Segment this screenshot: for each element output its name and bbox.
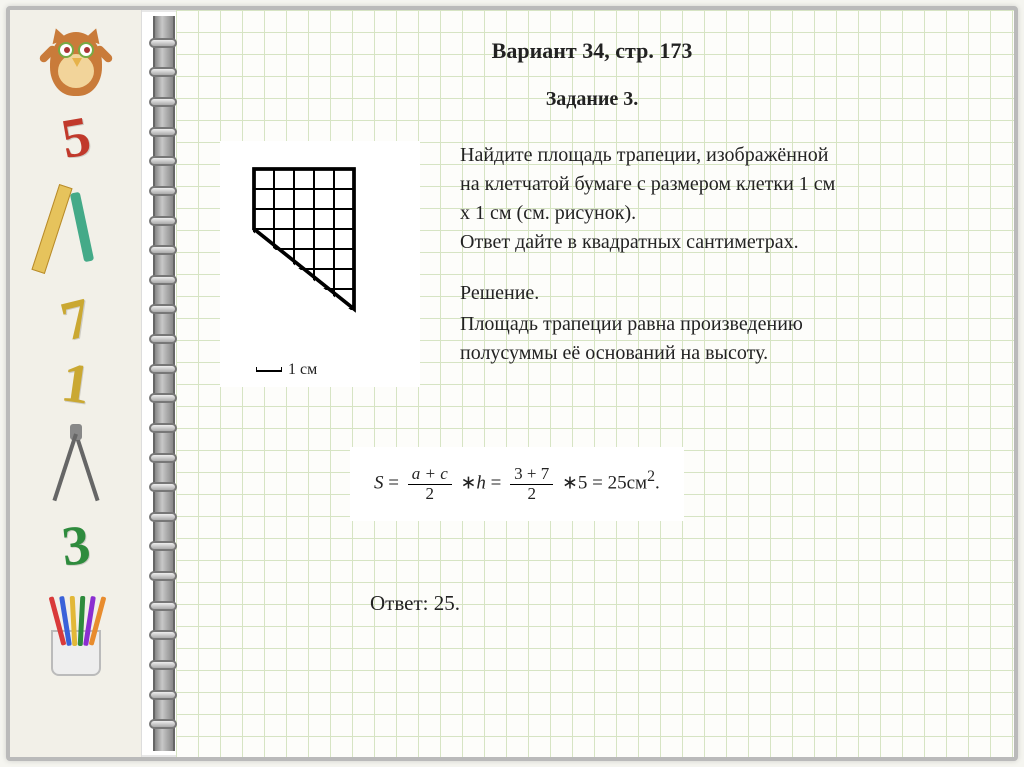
text-column: Найдите площадь трапеции, изображённой н…: [460, 141, 964, 368]
answer: Ответ: 25.: [370, 591, 964, 616]
trapezoid-figure: 1 см: [220, 141, 420, 387]
ruler-set-icon: [41, 174, 111, 284]
problem-line: Ответ дайте в квадратных сантиметрах.: [460, 228, 964, 257]
digit-3-icon: 3: [59, 517, 93, 576]
digit-7-icon: 7: [55, 289, 96, 350]
digit-5-icon: 5: [57, 108, 94, 168]
solution-label: Решение.: [460, 279, 964, 308]
owl-icon: [36, 22, 116, 102]
solution-line: Площадь трапеции равна произведению: [460, 310, 964, 339]
pencil-cup-icon: [41, 586, 111, 676]
formula: S = a + c2 ∗h = 3 + 72 ∗5 = 25см2.: [350, 447, 684, 521]
problem-line: на клетчатой бумаге с размером клетки 1 …: [460, 170, 964, 199]
problem-line: Найдите площадь трапеции, изображённой: [460, 141, 964, 170]
problem-statement: Найдите площадь трапеции, изображённой н…: [460, 141, 964, 257]
problem-line: х 1 см (см. рисунок).: [460, 199, 964, 228]
solution-line: полусуммы её оснований на высоту.: [460, 339, 964, 368]
page-content: Вариант 34, стр. 173 Задание 3. 1 см Най…: [176, 10, 1014, 757]
decorative-sidebar: 5 7 1 3: [10, 10, 142, 757]
slide-frame: 5 7 1 3 Вариант 34, стр. 173 Задание 3. …: [6, 6, 1018, 761]
page-title: Вариант 34, стр. 173: [220, 38, 964, 64]
scale-label: 1 см: [256, 361, 410, 379]
solution-block: Решение. Площадь трапеции равна произвед…: [460, 279, 964, 368]
task-number: Задание 3.: [220, 88, 964, 111]
compass-icon: [46, 420, 106, 510]
trapezoid-svg: [236, 155, 386, 345]
spiral-binding: [153, 16, 175, 751]
digit-1-icon: 1: [58, 354, 94, 413]
